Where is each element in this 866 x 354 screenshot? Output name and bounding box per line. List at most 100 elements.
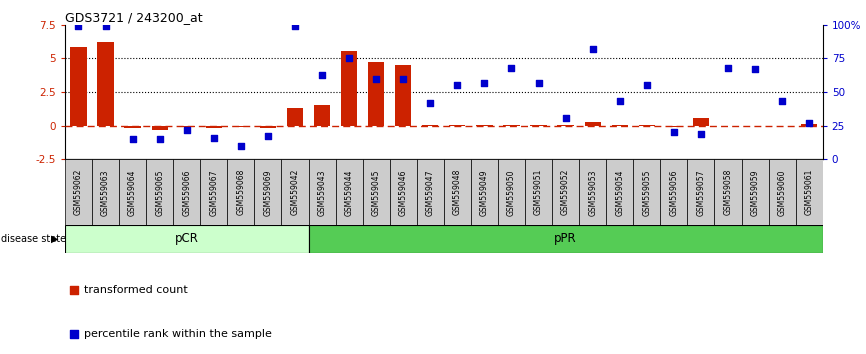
Bar <box>660 159 688 225</box>
Bar <box>525 159 553 225</box>
Bar <box>633 159 660 225</box>
Point <box>667 130 681 135</box>
Bar <box>768 159 796 225</box>
Point <box>802 120 816 126</box>
Bar <box>308 159 335 225</box>
Point <box>288 23 302 29</box>
Bar <box>287 108 303 126</box>
Text: GSM559057: GSM559057 <box>696 169 706 216</box>
Point <box>640 82 654 88</box>
Point <box>152 136 166 142</box>
Point <box>748 66 762 72</box>
Bar <box>796 159 823 225</box>
Point <box>207 135 221 141</box>
Bar <box>119 159 146 225</box>
Text: GSM559046: GSM559046 <box>398 169 408 216</box>
Bar <box>125 126 140 128</box>
Point <box>126 136 139 142</box>
Point <box>585 46 599 52</box>
Bar <box>443 159 471 225</box>
Bar <box>558 125 573 126</box>
Bar <box>503 125 520 126</box>
Bar <box>205 126 222 128</box>
Point <box>99 23 113 29</box>
Text: GSM559063: GSM559063 <box>101 169 110 216</box>
Bar <box>471 159 498 225</box>
Text: GSM559055: GSM559055 <box>643 169 651 216</box>
Text: GDS3721 / 243200_at: GDS3721 / 243200_at <box>65 11 203 24</box>
Bar <box>308 225 823 253</box>
Text: GSM559065: GSM559065 <box>155 169 165 216</box>
Bar <box>693 118 709 126</box>
Text: GSM559047: GSM559047 <box>426 169 435 216</box>
Bar <box>227 159 255 225</box>
Point <box>532 80 546 85</box>
Text: GSM559044: GSM559044 <box>345 169 353 216</box>
Text: GSM559049: GSM559049 <box>480 169 489 216</box>
Bar <box>335 159 363 225</box>
Bar <box>585 122 601 126</box>
Point <box>694 131 708 137</box>
Point <box>234 143 248 149</box>
Text: GSM559064: GSM559064 <box>128 169 137 216</box>
Bar <box>313 105 330 126</box>
Bar <box>363 159 390 225</box>
Point <box>613 99 627 104</box>
Bar <box>417 159 443 225</box>
Text: GSM559043: GSM559043 <box>318 169 326 216</box>
Bar <box>341 51 357 126</box>
Bar <box>666 126 682 127</box>
Bar <box>255 159 281 225</box>
Text: disease state: disease state <box>1 234 66 244</box>
Text: GSM559042: GSM559042 <box>290 169 300 216</box>
Point <box>775 99 789 104</box>
Bar <box>65 225 308 253</box>
Bar <box>390 159 417 225</box>
Point <box>261 133 275 139</box>
Text: GSM559052: GSM559052 <box>561 169 570 216</box>
Text: GSM559062: GSM559062 <box>74 169 83 216</box>
Text: GSM559058: GSM559058 <box>723 169 733 216</box>
Bar <box>449 125 465 126</box>
Bar <box>801 124 818 126</box>
Bar <box>260 126 276 128</box>
Text: GSM559059: GSM559059 <box>751 169 759 216</box>
Text: GSM559061: GSM559061 <box>805 169 814 216</box>
Text: GSM559045: GSM559045 <box>372 169 381 216</box>
Text: GSM559056: GSM559056 <box>669 169 678 216</box>
Bar <box>92 159 119 225</box>
Bar <box>422 125 438 126</box>
Bar <box>476 125 493 126</box>
Bar <box>638 125 655 126</box>
Bar <box>498 159 525 225</box>
Bar <box>714 159 741 225</box>
Text: GSM559066: GSM559066 <box>182 169 191 216</box>
Bar <box>178 126 195 127</box>
Bar <box>395 65 411 126</box>
Bar <box>368 62 385 126</box>
Text: ▶: ▶ <box>51 234 59 244</box>
Point <box>423 100 437 105</box>
Bar <box>281 159 308 225</box>
Bar <box>152 126 168 130</box>
Bar <box>611 125 628 126</box>
Text: GSM559050: GSM559050 <box>507 169 516 216</box>
Bar <box>146 159 173 225</box>
Text: GSM559053: GSM559053 <box>588 169 598 216</box>
Text: GSM559069: GSM559069 <box>263 169 273 216</box>
Bar <box>200 159 227 225</box>
Point <box>450 82 464 88</box>
Text: GSM559060: GSM559060 <box>778 169 786 216</box>
Point <box>180 127 194 132</box>
Point <box>477 80 491 85</box>
Text: GSM559051: GSM559051 <box>534 169 543 216</box>
Point <box>397 76 410 81</box>
Bar <box>97 42 113 126</box>
Text: transformed count: transformed count <box>84 285 188 295</box>
Point <box>342 56 356 61</box>
Text: pCR: pCR <box>175 233 198 245</box>
Bar <box>741 159 768 225</box>
Point <box>369 76 383 81</box>
Bar <box>579 159 606 225</box>
Bar <box>688 159 714 225</box>
